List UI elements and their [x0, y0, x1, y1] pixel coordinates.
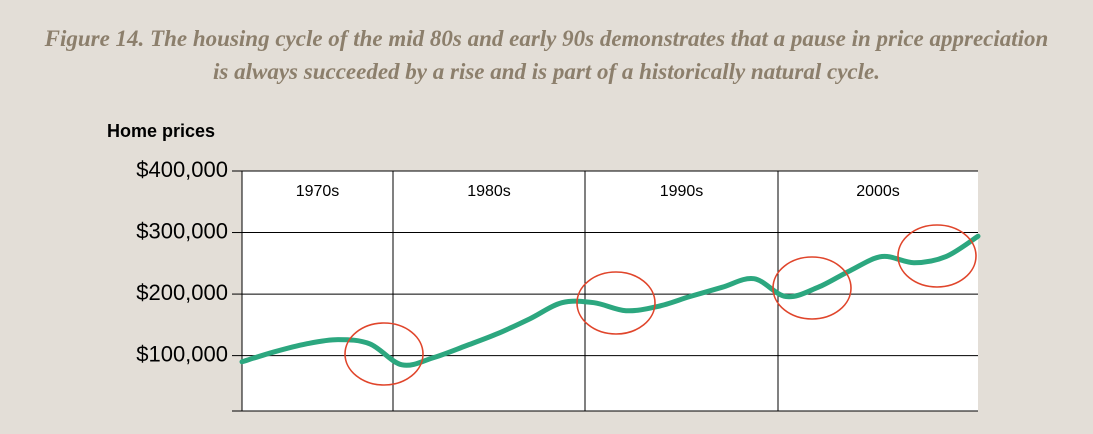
highlight-circle [344, 322, 424, 386]
plot-area [242, 171, 978, 411]
chart-title: Figure 14. The housing cycle of the mid … [44, 26, 1049, 84]
y-axis-label: Home prices [107, 121, 215, 141]
highlight-circle [897, 224, 977, 288]
y-tick-label: $100,000 [136, 341, 228, 366]
highlight-circle [772, 256, 852, 320]
price-line [239, 233, 981, 368]
decade-label: 1990s [660, 183, 704, 200]
highlight-circle [576, 271, 656, 335]
y-tick-label: $300,000 [136, 218, 228, 243]
y-tick-label: $200,000 [136, 280, 228, 305]
decade-label: 1970s [296, 183, 340, 200]
decade-label: 2000s [856, 183, 900, 200]
decade-label: 1980s [467, 183, 511, 200]
y-tick-label: $400,000 [136, 157, 228, 182]
